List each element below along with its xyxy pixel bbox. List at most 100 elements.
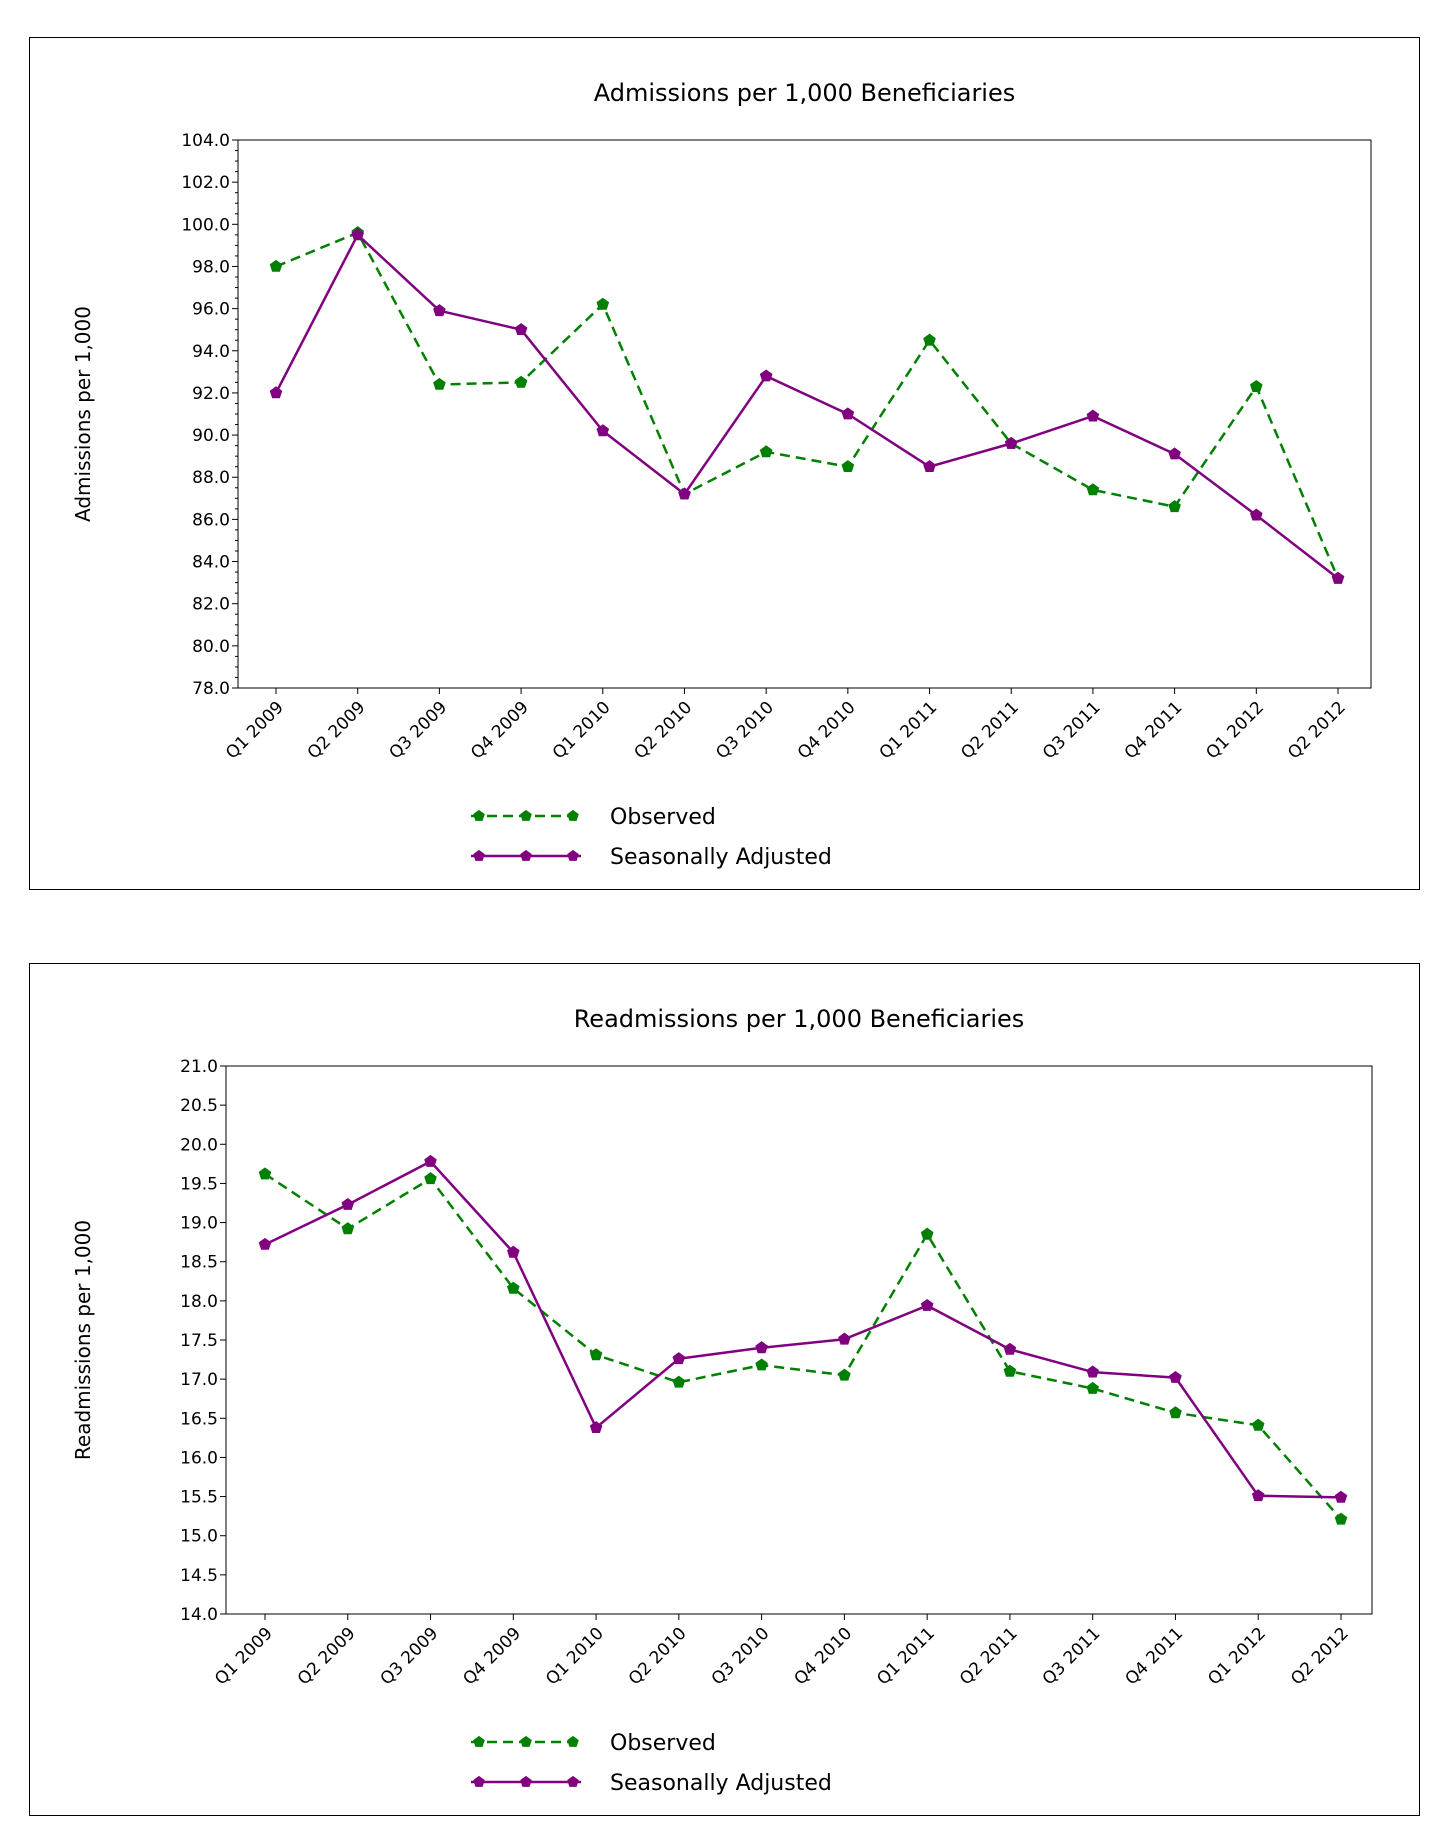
y-tick-label: 78.0 (192, 679, 230, 699)
data-point-observed (433, 377, 446, 390)
legend-label: Observed (610, 805, 716, 830)
data-point-observed (920, 1227, 934, 1240)
data-point-seasonally-adjusted (1251, 1489, 1265, 1502)
data-point-seasonally-adjusted (341, 1197, 355, 1210)
data-point-observed (1169, 1406, 1182, 1419)
x-tick-label: Q1 2010 (542, 1624, 608, 1690)
plot-area (225, 1065, 1373, 1615)
data-point-seasonally-adjusted (1086, 409, 1100, 422)
legend-marker (473, 1735, 485, 1747)
data-point-observed (1003, 1364, 1017, 1377)
legend-marker (473, 809, 485, 821)
legend-label: Observed (610, 1731, 716, 1756)
readmissions-line-chart: Readmissions per 1,000 Beneficiaries Read… (71, 1005, 1373, 1796)
y-tick-label: 82.0 (192, 595, 230, 615)
data-point-seasonally-adjusted (920, 1298, 934, 1311)
data-point-seasonally-adjusted (1168, 447, 1181, 460)
series-line-seasonally-adjusted (264, 1160, 1342, 1499)
y-axis-title: Admissions per 1,000 (71, 306, 95, 522)
y-tick-label: 17.0 (180, 1370, 218, 1390)
data-point-seasonally-adjusted (514, 323, 528, 335)
data-point-seasonally-adjusted (1086, 1365, 1099, 1378)
data-point-observed (258, 1167, 272, 1180)
x-tick-label: Q4 2011 (1122, 1624, 1188, 1690)
legend-marker (567, 849, 579, 861)
data-point-seasonally-adjusted (596, 424, 610, 437)
data-point-seasonally-adjusted (841, 407, 855, 420)
series-line-observed (264, 1172, 1342, 1521)
legend-marker (520, 1735, 532, 1747)
data-point-seasonally-adjusted (589, 1421, 603, 1433)
legend-marker (567, 809, 579, 821)
x-tick-label: Q3 2009 (377, 1624, 443, 1690)
legend-marker (473, 849, 485, 861)
data-point-seasonally-adjusted (1004, 436, 1018, 449)
data-point-observed (507, 1281, 520, 1294)
legend-label: Seasonally Adjusted (610, 1771, 832, 1796)
data-point-seasonally-adjusted (1003, 1342, 1017, 1355)
data-point-seasonally-adjusted (433, 304, 446, 317)
data-point-observed (269, 259, 283, 272)
data-point-seasonally-adjusted (838, 1332, 851, 1345)
legend-marker (520, 1775, 532, 1787)
data-point-observed (1334, 1512, 1348, 1525)
series-line-seasonally-adjusted (274, 233, 1339, 580)
x-tick-label: Q3 2010 (708, 1624, 774, 1690)
data-point-observed (841, 460, 855, 472)
x-tick-label: Q1 2012 (1204, 1624, 1270, 1690)
x-tick-label: Q1 2011 (876, 698, 942, 764)
data-point-seasonally-adjusted (424, 1154, 437, 1167)
legend-marker (567, 1775, 579, 1787)
legend-marker (520, 809, 532, 821)
y-tick-label: 92.0 (192, 384, 230, 404)
y-tick-label: 16.5 (180, 1409, 218, 1429)
data-point-observed (838, 1368, 851, 1381)
data-point-seasonally-adjusted (1331, 571, 1345, 584)
legend-label: Seasonally Adjusted (610, 845, 832, 870)
data-point-observed (1251, 1418, 1265, 1431)
y-tick-label: 20.5 (180, 1096, 218, 1116)
legend-marker (473, 1775, 485, 1787)
x-tick-label: Q3 2011 (1039, 1624, 1105, 1690)
y-tick-label: 88.0 (192, 468, 230, 488)
readmissions-chart-panel: Readmissions per 1,000 Beneficiaries Read… (29, 963, 1420, 1816)
x-tick-label: Q1 2009 (211, 1624, 277, 1690)
data-point-seasonally-adjusted (1169, 1370, 1182, 1383)
x-tick-label: Q4 2009 (459, 1624, 525, 1690)
x-tick-label: Q1 2012 (1202, 698, 1268, 764)
x-tick-label: Q2 2011 (957, 698, 1023, 764)
series-line-observed (275, 231, 1340, 579)
x-tick-label: Q2 2009 (304, 698, 370, 764)
plot-area (237, 139, 1372, 689)
x-tick-label: Q2 2010 (625, 1624, 691, 1690)
y-tick-label: 90.0 (192, 426, 230, 446)
data-point-observed (759, 445, 773, 458)
x-tick-label: Q4 2010 (790, 1624, 856, 1690)
x-tick-label: Q3 2011 (1039, 698, 1105, 764)
y-tick-label: 15.5 (180, 1488, 218, 1508)
data-point-observed (596, 297, 610, 310)
y-tick-label: 104.0 (181, 131, 230, 151)
data-point-seasonally-adjusted (1334, 1490, 1348, 1503)
data-point-observed (1086, 483, 1100, 496)
y-tick-label: 14.5 (180, 1566, 218, 1586)
x-tick-label: Q2 2012 (1284, 698, 1350, 764)
data-point-seasonally-adjusted (923, 460, 936, 472)
y-tick-label: 17.5 (180, 1331, 218, 1351)
data-point-observed (341, 1222, 355, 1235)
x-tick-label: Q4 2011 (1121, 698, 1187, 764)
data-point-seasonally-adjusted (672, 1352, 686, 1365)
chart-title: Admissions per 1,000 Beneficiaries (594, 79, 1016, 107)
data-point-observed (514, 375, 528, 388)
data-point-observed (923, 333, 936, 346)
data-point-seasonally-adjusted (269, 386, 283, 399)
y-tick-label: 102.0 (181, 173, 230, 193)
x-tick-label: Q2 2011 (956, 1624, 1022, 1690)
y-tick-label: 84.0 (192, 553, 230, 573)
x-tick-label: Q1 2010 (549, 698, 615, 764)
data-point-observed (755, 1358, 768, 1371)
x-tick-label: Q1 2011 (873, 1624, 939, 1690)
y-tick-label: 19.0 (180, 1214, 218, 1234)
chart-title: Readmissions per 1,000 Beneficiaries (574, 1005, 1025, 1033)
data-point-seasonally-adjusted (759, 369, 773, 382)
